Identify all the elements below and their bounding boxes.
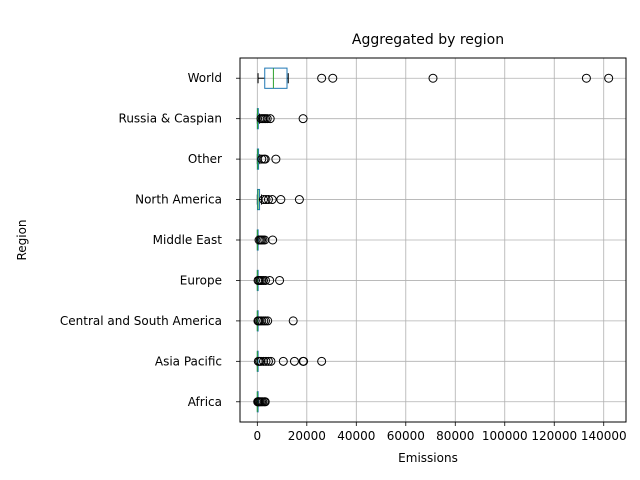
y-tick-label: North America [135, 193, 222, 207]
flier-point [604, 73, 614, 83]
flier-point [268, 235, 278, 245]
flier-point [289, 356, 299, 366]
flier-point [259, 356, 269, 366]
box-group [254, 229, 278, 251]
flier-point [317, 356, 327, 366]
boxes [253, 67, 614, 413]
box-group [253, 391, 270, 413]
y-tick-label: Asia Pacific [155, 354, 222, 368]
flier-point [260, 154, 270, 164]
flier-point [265, 114, 275, 124]
flier-point [256, 356, 266, 366]
flier-point [261, 356, 271, 366]
flier-point [299, 356, 309, 366]
flier-point [260, 275, 270, 285]
x-tick-label: 20000 [288, 429, 326, 443]
x-tick-label: 60000 [387, 429, 425, 443]
x-axis-ticks: 0 20000 40000 60000 80000 100000 120000 140000 [254, 422, 627, 443]
flier-point [263, 316, 273, 326]
flier-point [328, 73, 338, 83]
x-tick-label: 120000 [531, 429, 577, 443]
y-tick-label: Africa [188, 395, 222, 409]
flier-point [263, 195, 273, 205]
box [264, 67, 288, 89]
flier-point [261, 195, 271, 205]
y-tick-label: Middle East [153, 233, 223, 247]
flier-point [278, 356, 288, 366]
box-group [253, 310, 298, 332]
flier-point [276, 195, 286, 205]
y-tick-label: Central and South America [60, 314, 222, 328]
flier-point [288, 316, 298, 326]
box-group [253, 350, 327, 372]
y-axis-ticks: Africa Asia Pacific Central and South Amer… [60, 71, 240, 409]
chart-title: Aggregated by region [352, 32, 504, 48]
x-tick-label: 100000 [482, 429, 528, 443]
box-group [257, 67, 614, 89]
flier-point [266, 356, 276, 366]
y-axis-label: Region [15, 219, 29, 260]
grid-lines [240, 58, 626, 422]
x-tick-label: 0 [254, 429, 262, 443]
flier-point [267, 195, 277, 205]
flier-point [259, 195, 269, 205]
flier-point [317, 73, 327, 83]
flier-point [260, 397, 270, 407]
x-tick-label: 80000 [436, 429, 474, 443]
x-tick-label: 140000 [581, 429, 627, 443]
flier-point [263, 356, 273, 366]
flier-point [260, 316, 270, 326]
flier-point [298, 114, 308, 124]
y-tick-label: Russia & Caspian [119, 112, 222, 126]
y-tick-label: Europe [180, 273, 222, 287]
box-group [253, 269, 285, 292]
box-group [256, 188, 304, 211]
y-tick-label: World [188, 71, 222, 85]
flier-point [271, 154, 281, 164]
flier-point [275, 275, 285, 285]
flier-point [581, 73, 591, 83]
flier-point [262, 114, 272, 124]
flier-point [294, 195, 304, 205]
flier-point [428, 73, 438, 83]
box-group [256, 148, 281, 170]
x-tick-label: 40000 [337, 429, 375, 443]
box-group [256, 108, 308, 130]
y-tick-label: Other [188, 152, 222, 166]
flier-point [265, 275, 275, 285]
flier-point [257, 154, 267, 164]
x-axis-label: Emissions [398, 451, 458, 465]
